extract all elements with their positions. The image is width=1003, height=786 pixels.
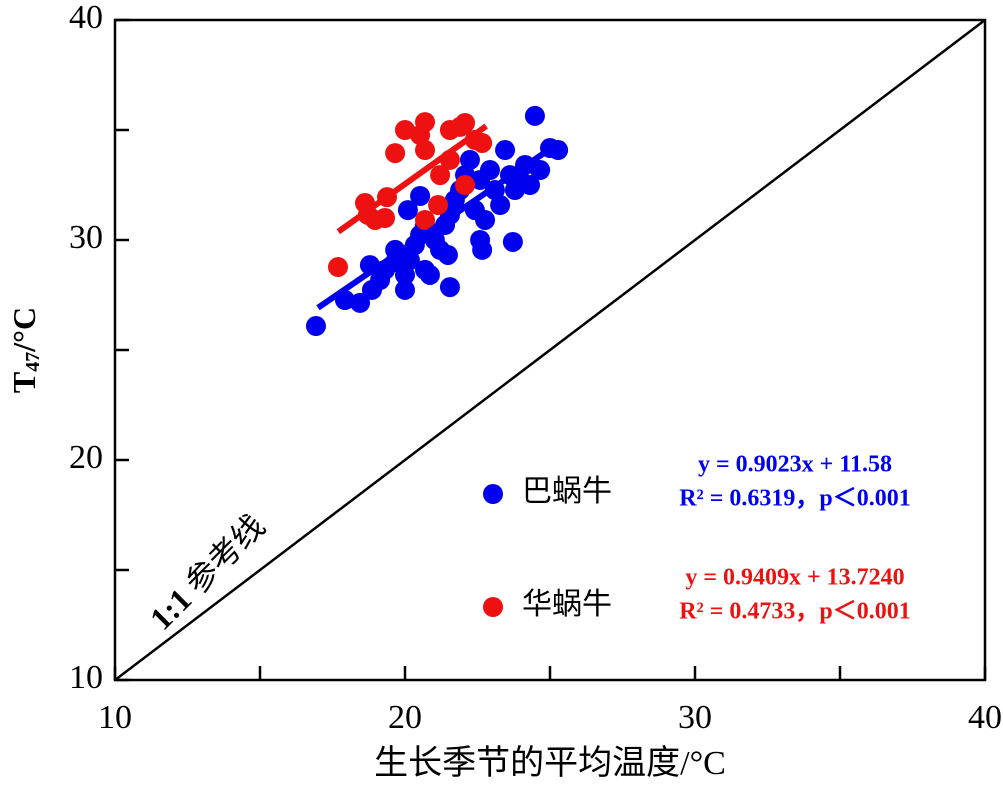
x-tick-label: 10 bbox=[98, 699, 132, 736]
fit-line bbox=[336, 123, 488, 235]
point bbox=[490, 195, 511, 216]
y-label-main: T bbox=[6, 372, 42, 393]
ref-label-bold: 1:1 bbox=[143, 581, 199, 637]
point bbox=[439, 277, 460, 298]
point bbox=[410, 186, 431, 206]
y-label-sub: 47 bbox=[22, 352, 44, 372]
x-tick-label: 30 bbox=[678, 699, 712, 736]
legend-label: 巴蜗牛 bbox=[522, 475, 612, 508]
point bbox=[548, 140, 569, 161]
y-tick-label: 20 bbox=[69, 439, 103, 476]
reference-line-label: 1:1参考线 bbox=[143, 508, 272, 637]
x-tick-label: 20 bbox=[388, 699, 422, 736]
point bbox=[519, 175, 540, 195]
legend-marker bbox=[483, 484, 503, 504]
legend-label: 华蜗牛 bbox=[522, 588, 612, 621]
point bbox=[455, 112, 476, 133]
x-tick-label: 40 bbox=[968, 699, 1002, 736]
point bbox=[395, 120, 415, 140]
point bbox=[479, 160, 500, 181]
y-tick-label: 10 bbox=[69, 659, 103, 696]
y-label-unit: /°C bbox=[6, 307, 42, 353]
point bbox=[415, 209, 436, 230]
point bbox=[495, 140, 516, 161]
point bbox=[328, 257, 349, 278]
point bbox=[350, 292, 371, 313]
point bbox=[530, 160, 551, 181]
point bbox=[472, 239, 493, 260]
point bbox=[459, 149, 480, 170]
point bbox=[437, 244, 458, 265]
ref-label-text: 参考线 bbox=[179, 508, 272, 601]
x-axis-label: 生长季节的平均温度/°C bbox=[374, 744, 726, 782]
reference-line bbox=[114, 19, 986, 681]
point bbox=[430, 165, 451, 186]
point bbox=[397, 200, 418, 221]
y-tick-label: 40 bbox=[69, 0, 103, 36]
point bbox=[395, 279, 415, 300]
fit-stats: R² = 0.6319，p＜0.001 bbox=[679, 486, 911, 512]
legend-marker bbox=[483, 597, 503, 617]
point bbox=[455, 175, 476, 195]
fit-line bbox=[316, 144, 555, 311]
fit-stats: R² = 0.4733，p＜0.001 bbox=[679, 599, 911, 625]
point bbox=[419, 264, 440, 285]
point bbox=[374, 208, 395, 228]
y-axis-label: T47/°C bbox=[6, 307, 43, 393]
point bbox=[524, 105, 545, 126]
y-tick-label: 30 bbox=[69, 219, 103, 256]
point bbox=[415, 140, 436, 161]
point bbox=[428, 195, 449, 216]
fit-equation: y = 0.9409x + 13.7240 bbox=[685, 565, 904, 591]
point bbox=[305, 316, 326, 337]
point bbox=[502, 231, 523, 252]
point bbox=[415, 112, 436, 133]
point bbox=[475, 209, 496, 230]
point bbox=[385, 143, 406, 164]
fit-equation: y = 0.9023x + 11.58 bbox=[698, 452, 892, 478]
